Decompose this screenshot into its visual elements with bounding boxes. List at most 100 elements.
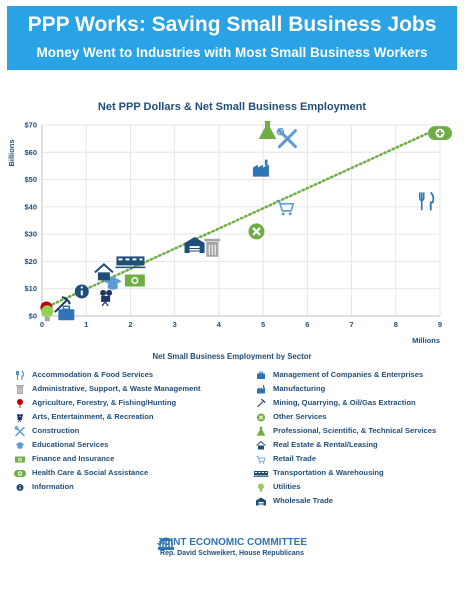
legend-label: Real Estate & Rental/Leasing: [273, 440, 378, 449]
legend-label: Retail Trade: [273, 454, 317, 463]
axes: [41, 125, 440, 317]
point-info-icon: [74, 284, 89, 299]
legend-item: Health Care & Social Assistance: [12, 468, 217, 479]
legend-item: Information: [12, 482, 217, 493]
legend-label: Finance and Insurance: [32, 454, 115, 463]
legend-label: Health Care & Social Assistance: [32, 468, 149, 477]
legend-item: Agriculture, Forestry, & Fishing/Hunting: [12, 398, 217, 409]
trash-can-icon: [12, 384, 28, 395]
point-tools-icon: [276, 127, 297, 149]
factory-icon: [253, 384, 269, 395]
legend-label: Professional, Scientific, & Technical Se…: [273, 426, 437, 435]
legend-label: Arts, Entertainment, & Recreation: [32, 412, 154, 421]
point-flask-icon: [258, 120, 277, 139]
legend-item: Arts, Entertainment, & Recreation: [12, 412, 217, 423]
x-tick-label: 6: [305, 320, 309, 329]
y-tick-label: $60: [24, 148, 37, 157]
health-pill-icon: [12, 468, 28, 479]
info-icon: [12, 482, 28, 493]
footer-credit: Rep. David Schweikert, House Republicans: [160, 550, 304, 557]
legend-item: Manufacturing: [253, 384, 458, 395]
x-tick-label: 1: [84, 320, 88, 329]
legend-label: Management of Companies & Enterprises: [273, 370, 424, 379]
point-house-icon: [94, 263, 114, 281]
legend-item: Transportation & Warehousing: [253, 468, 458, 479]
y-tick-label: $50: [24, 175, 37, 184]
legend-label: Construction: [32, 426, 80, 435]
point-bulb-icon: [41, 305, 54, 322]
point-cart-icon: [276, 200, 295, 216]
point-money-icon: [124, 274, 145, 287]
chart-title: Net PPP Dollars & Net Small Business Emp…: [97, 101, 367, 113]
legend-item: Retail Trade: [253, 454, 458, 465]
house-icon: [253, 440, 269, 451]
x-axis-label: Net Small Business Employment by Sector: [152, 352, 311, 360]
bulb-icon: [253, 482, 269, 493]
legend-item: Real Estate & Rental/Leasing: [253, 440, 458, 451]
y-tick-label: $70: [24, 121, 37, 130]
point-trash-can-icon: [204, 238, 221, 257]
legend-item: Other Services: [253, 412, 458, 423]
y-tick-label: $40: [24, 202, 37, 211]
warehouse-icon: [253, 496, 269, 507]
x-axis-unit: Millions: [412, 336, 440, 345]
legend-label: Manufacturing: [273, 384, 326, 393]
page-subtitle: Money Went to Industries with Most Small…: [36, 45, 428, 60]
point-train-icon: [115, 256, 146, 269]
y-axis-label: Billions: [7, 139, 16, 166]
x-tick-label: 9: [438, 320, 442, 329]
legend-label: Transportation & Warehousing: [273, 468, 384, 477]
x-tick-label: 3: [173, 320, 177, 329]
legend-item: Wholesale Trade: [253, 496, 458, 507]
briefcase-icon: [253, 370, 269, 381]
legend-label: Wholesale Trade: [273, 496, 333, 505]
footer-org: JOINT ECONOMIC COMMITTEE: [157, 537, 307, 548]
legend-left: Accommodation & Food Services Administrat…: [12, 370, 217, 496]
x-tick-label: 4: [217, 320, 222, 329]
legend-label: Information: [32, 482, 74, 491]
y-tick-label: $0: [29, 312, 37, 321]
legend-label: Utilities: [273, 482, 301, 491]
x-tick-label: 0: [40, 320, 44, 329]
legend-item: Management of Companies & Enterprises: [253, 370, 458, 381]
money-icon: [12, 454, 28, 465]
fork-knife-icon: [12, 370, 28, 381]
point-other-services-icon: [248, 223, 265, 240]
camera-icon: [12, 412, 28, 423]
x-tick-label: 5: [261, 320, 265, 329]
x-tick-label: 8: [394, 320, 398, 329]
scatter-chart: 0 1 2 3 4 5 6 7 8 9 $0 $10 $20 $30 $40 $50 $60 $70 Billion…: [7, 120, 452, 360]
x-tick-label: 2: [128, 320, 132, 329]
legend-item: Professional, Scientific, & Technical Se…: [253, 426, 458, 437]
legend-item: Construction: [12, 426, 217, 437]
legend-label: Administrative, Support, & Waste Managem…: [32, 384, 201, 393]
flask-icon: [253, 426, 269, 437]
cart-icon: [253, 454, 269, 465]
legend-label: Mining, Quarrying, & Oil/Gas Extraction: [273, 398, 416, 407]
tools-icon: [12, 426, 28, 437]
graduation-cap-icon: [12, 440, 28, 451]
trend-line: [47, 126, 442, 308]
legend-label: Educational Services: [32, 440, 109, 449]
legend-item: Administrative, Support, & Waste Managem…: [12, 384, 217, 395]
page-title: PPP Works: Saving Small Business Jobs: [27, 13, 437, 36]
x-tick-label: 7: [349, 320, 353, 329]
legend-item: Accommodation & Food Services: [12, 370, 217, 381]
legend-item: Utilities: [253, 482, 458, 493]
legend-label: Other Services: [273, 412, 327, 421]
point-briefcase-icon: [58, 305, 75, 321]
legend-item: Finance and Insurance: [12, 454, 217, 465]
y-tick-label: $10: [24, 284, 37, 293]
legend-item: Mining, Quarrying, & Oil/Gas Extraction: [253, 398, 458, 409]
point-health-pill-icon: [428, 126, 452, 141]
y-tick-label: $30: [24, 230, 37, 239]
point-fork-knife-icon: [418, 191, 435, 211]
pickaxe-icon: [253, 398, 269, 409]
point-warehouse-icon: [184, 237, 205, 254]
legend-right: Management of Companies & Enterprises Man…: [253, 370, 458, 510]
other-services-icon: [253, 412, 269, 423]
point-camera-icon: [100, 289, 113, 307]
y-tick-label: $20: [24, 257, 37, 266]
legend-item: Educational Services: [12, 440, 217, 451]
tree-icon: [12, 398, 28, 409]
